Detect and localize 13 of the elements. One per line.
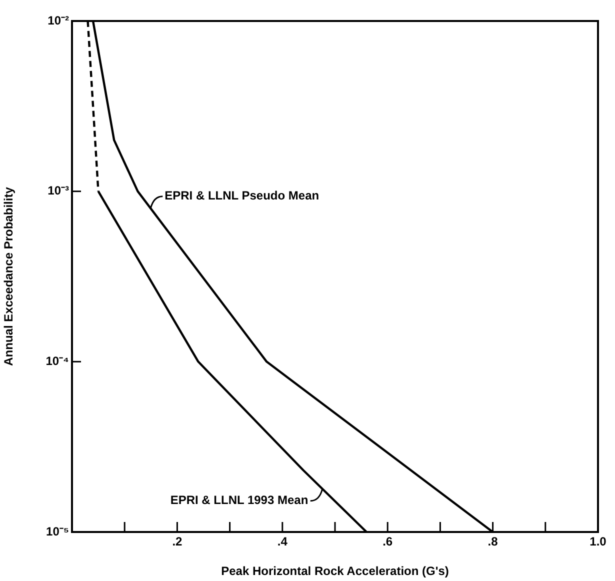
y-tick-label: 10⁻³ xyxy=(48,184,70,198)
x-tick-label: .4 xyxy=(277,534,288,549)
y-tick-label: 10⁻⁵ xyxy=(46,524,69,538)
y-tick-label: 10⁻⁴ xyxy=(46,354,70,368)
x-tick-label: .2 xyxy=(172,534,183,549)
series-label: EPRI & LLNL 1993 Mean xyxy=(170,493,308,508)
x-tick-label: 1.0 xyxy=(590,534,607,549)
y-axis-title: Annual Exceedance Probability xyxy=(2,186,16,366)
y-tick-label: 10⁻² xyxy=(48,13,70,28)
x-tick-label: .8 xyxy=(488,534,498,549)
legend-label: EPRI & LLNL Pseudo Mean xyxy=(164,188,320,203)
x-axis-title: Peak Horizontal Rock Acceleration (G's) xyxy=(221,564,449,578)
x-tick-label: .6 xyxy=(382,534,393,549)
